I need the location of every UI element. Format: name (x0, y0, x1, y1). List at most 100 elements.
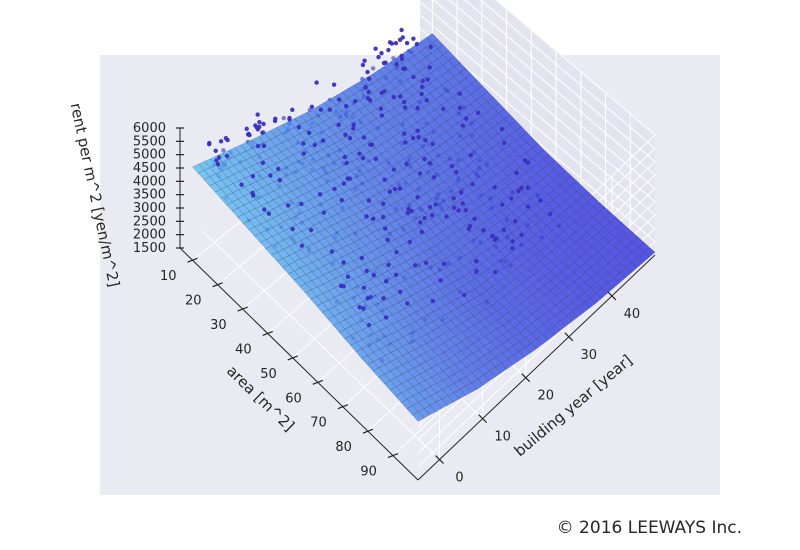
scatter-point (474, 269, 479, 274)
scatter-point (353, 98, 358, 104)
x-tick-label: 20 (185, 294, 202, 309)
scatter-point (365, 69, 370, 75)
scatter-point (250, 174, 256, 179)
scatter-point (414, 41, 420, 47)
scatter-point (501, 227, 507, 233)
scatter-point (341, 181, 346, 186)
scatter-point (472, 216, 477, 221)
x-tick-label: 10 (160, 269, 177, 284)
scatter-point (221, 148, 226, 153)
scatter-point (373, 46, 378, 51)
scatter-point (510, 239, 515, 244)
scatter-point (428, 44, 433, 50)
x-tick (287, 355, 298, 361)
scatter-point (250, 190, 255, 196)
scatter-point (301, 141, 306, 146)
scatter-point (411, 36, 416, 41)
scatter-point (262, 207, 267, 212)
scatter-point (392, 186, 398, 192)
scatter-point (501, 141, 507, 146)
scatter-point (345, 274, 351, 279)
scatter-point (381, 296, 386, 301)
scatter-point (364, 268, 369, 274)
z-gridline (417, 27, 656, 454)
x-tick (387, 453, 399, 459)
scatter-point (415, 195, 420, 200)
scatter-point (342, 154, 347, 160)
scatter-points-front (207, 27, 553, 328)
scatter-point (344, 103, 349, 109)
scatter-point (347, 176, 352, 181)
scatter-point (462, 292, 467, 298)
scatter-point (359, 255, 365, 261)
scatter-point (425, 77, 430, 82)
scatter-point (260, 130, 265, 135)
scatter-point (404, 40, 410, 46)
scatter-point (332, 186, 337, 192)
scatter-point (427, 65, 432, 70)
scatter-point (257, 120, 262, 125)
scatter-point (401, 66, 406, 71)
scatter-point (500, 202, 505, 207)
scatter-point (285, 203, 291, 208)
scatter-point (391, 94, 396, 100)
x-tick (362, 428, 374, 434)
y-tick-label: 20 (537, 389, 554, 404)
scatter-point (290, 226, 295, 232)
scatter-point (216, 155, 222, 160)
y-tick-label: 0 (455, 471, 463, 486)
scatter-point (261, 121, 266, 127)
scatter-point (493, 269, 498, 275)
scatter-point (331, 82, 337, 87)
scatter-point (412, 263, 418, 268)
scatter-point (371, 216, 376, 221)
scatter-point (463, 208, 468, 213)
scatter-point (207, 142, 212, 147)
x-tick (312, 379, 324, 385)
y-tick-label: 30 (581, 348, 598, 363)
scatter-point (244, 126, 249, 131)
x-tick-label: 80 (335, 440, 352, 455)
scatter-point (383, 60, 388, 65)
scatter-point (369, 142, 375, 147)
scatter-point (290, 107, 295, 113)
scatter-point (427, 204, 433, 210)
scatter-point (376, 54, 381, 60)
scatter-point (433, 202, 438, 207)
scatter-point (405, 301, 410, 306)
scatter-point (423, 138, 428, 143)
z-tick-label: 5500 (133, 134, 166, 149)
scatter-point (513, 219, 518, 224)
scatter-point (519, 232, 524, 238)
scatter-point (308, 227, 314, 233)
x-tick-label: 40 (235, 342, 252, 357)
y-tick (607, 291, 617, 301)
x-tick (187, 257, 198, 263)
scatter-point (399, 56, 405, 62)
scatter-point (299, 243, 305, 248)
scatter-point (490, 233, 495, 239)
scatter-point (419, 91, 424, 97)
x-tick (262, 330, 273, 337)
x-tick-label: 60 (285, 391, 302, 406)
z-tick-label: 4500 (133, 161, 166, 176)
scatter-point (253, 123, 258, 128)
scatter-point (525, 185, 531, 190)
scatter-point (441, 106, 446, 112)
x-tick-label: 70 (310, 416, 327, 431)
scatter-point (261, 143, 267, 149)
z-tick-label: 2000 (133, 228, 166, 243)
scatter-point (367, 76, 372, 82)
scatter-point (368, 294, 373, 300)
y-tick-label: 40 (624, 307, 641, 322)
scatter-point (468, 153, 473, 158)
scatter-point (268, 173, 273, 178)
scatter-point (460, 201, 465, 206)
y-axis-line (417, 254, 656, 481)
scatter-point (318, 107, 324, 112)
scatter-point (329, 249, 335, 254)
scatter-point (397, 186, 403, 191)
scatter-point (423, 260, 429, 265)
scatter-point (444, 214, 449, 219)
